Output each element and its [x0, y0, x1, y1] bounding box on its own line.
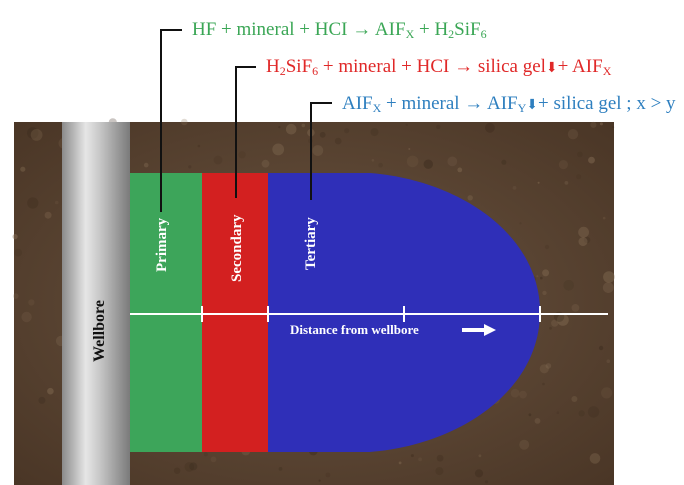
zone-label-secondary: Secondary: [229, 214, 245, 282]
secondary-reaction-equation: H2SiF6 + mineral + HCI → silica gel⬇+ AI…: [266, 56, 612, 78]
distance-label: Distance from wellbore: [290, 322, 419, 337]
subscript: 6: [312, 64, 319, 78]
reaction-zones: [130, 173, 540, 452]
equation-text: + mineral + HCI: [318, 56, 455, 77]
equation-text: SiF: [285, 56, 313, 77]
equation-text: + AIF: [557, 56, 603, 77]
subscript: 2: [279, 64, 286, 78]
secondary-leader-line: [235, 66, 256, 198]
primary-reaction-equation: HF + mineral + HCI → AIFX + H2SiF6: [192, 19, 487, 41]
zone-label-tertiary: Tertiary: [303, 217, 319, 270]
primary-zone: [130, 173, 202, 452]
equation-text: silica gel: [473, 56, 546, 77]
subscript: X: [372, 101, 382, 115]
equation-text: AIF: [342, 93, 373, 114]
subscript: 2: [448, 27, 455, 41]
distance-axis: [130, 306, 608, 322]
right-arrow-icon: →: [352, 19, 372, 40]
primary-leader-line: [160, 29, 182, 212]
callout-leaders: [160, 29, 332, 212]
equation-text: AIF: [371, 19, 406, 40]
subscript: X: [602, 64, 612, 78]
right-arrow-icon: →: [454, 56, 474, 77]
down-arrow-icon: ⬇: [545, 61, 558, 76]
distance-arrow-icon: [462, 324, 496, 336]
tertiary-leader-line: [310, 102, 332, 200]
right-arrow-icon: →: [464, 93, 484, 114]
equation-text: H: [266, 56, 280, 77]
subscript: 6: [480, 27, 487, 41]
equation-text: + H: [414, 19, 449, 40]
down-arrow-icon: ⬇: [526, 98, 539, 113]
wellbore-label: Wellbore: [91, 300, 108, 362]
tertiary-reaction-equation: AIFX + mineral → AIFY⬇+ silica gel ; x >…: [342, 93, 676, 115]
equation-text: HF + mineral + HCI: [192, 19, 353, 40]
subscript: Y: [517, 101, 527, 115]
equation-text: SiF: [454, 19, 481, 40]
secondary-zone: [202, 173, 268, 452]
subscript: X: [405, 27, 415, 41]
equation-text: + mineral: [381, 93, 465, 114]
equation-text: AIF: [483, 93, 518, 114]
zone-label-primary: Primary: [154, 217, 170, 272]
wellbore-casing: [62, 122, 130, 485]
equation-text: + silica gel ; x > y: [538, 93, 676, 114]
